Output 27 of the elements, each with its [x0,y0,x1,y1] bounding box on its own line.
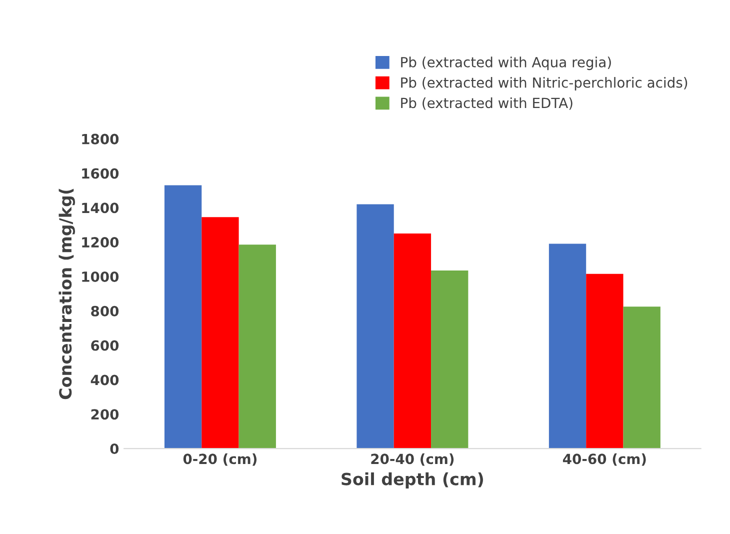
bar [238,244,276,449]
y-tick-label: 1200 [82,237,119,248]
x-tick-label: 40-60 (cm) [562,453,646,466]
bar [394,233,432,449]
bar [586,274,624,449]
legend-label: Pb (extracted with EDTA) [401,97,572,110]
bar [431,270,468,449]
bar [164,185,202,449]
y-tick-label: 800 [91,306,119,316]
x-tick-label: 20-40 (cm) [371,453,454,466]
legend-label: Pb (extracted with Nitric-perchloric acids) [401,77,688,90]
y-tick-label: 200 [91,409,119,420]
x-tick-label: 0-20 (cm) [183,453,257,466]
bar [548,244,586,449]
bar [202,217,239,449]
y-axis-title: Concentration (mg/kg( [58,188,76,400]
bar [356,204,394,449]
y-tick-label: 1000 [82,271,119,282]
y-tick-label: 1600 [82,168,119,179]
y-tick-label: 400 [90,374,119,386]
y-tick-label: 1400 [82,202,119,214]
y-tick-label: 1800 [82,134,119,144]
y-tick-label: 0 [110,444,119,454]
x-axis-title: Soil depth (cm) [342,472,483,489]
bar [623,306,660,449]
legend-label: Pb (extracted with Aqua regia) [401,56,611,70]
y-tick-label: 600 [91,340,119,351]
